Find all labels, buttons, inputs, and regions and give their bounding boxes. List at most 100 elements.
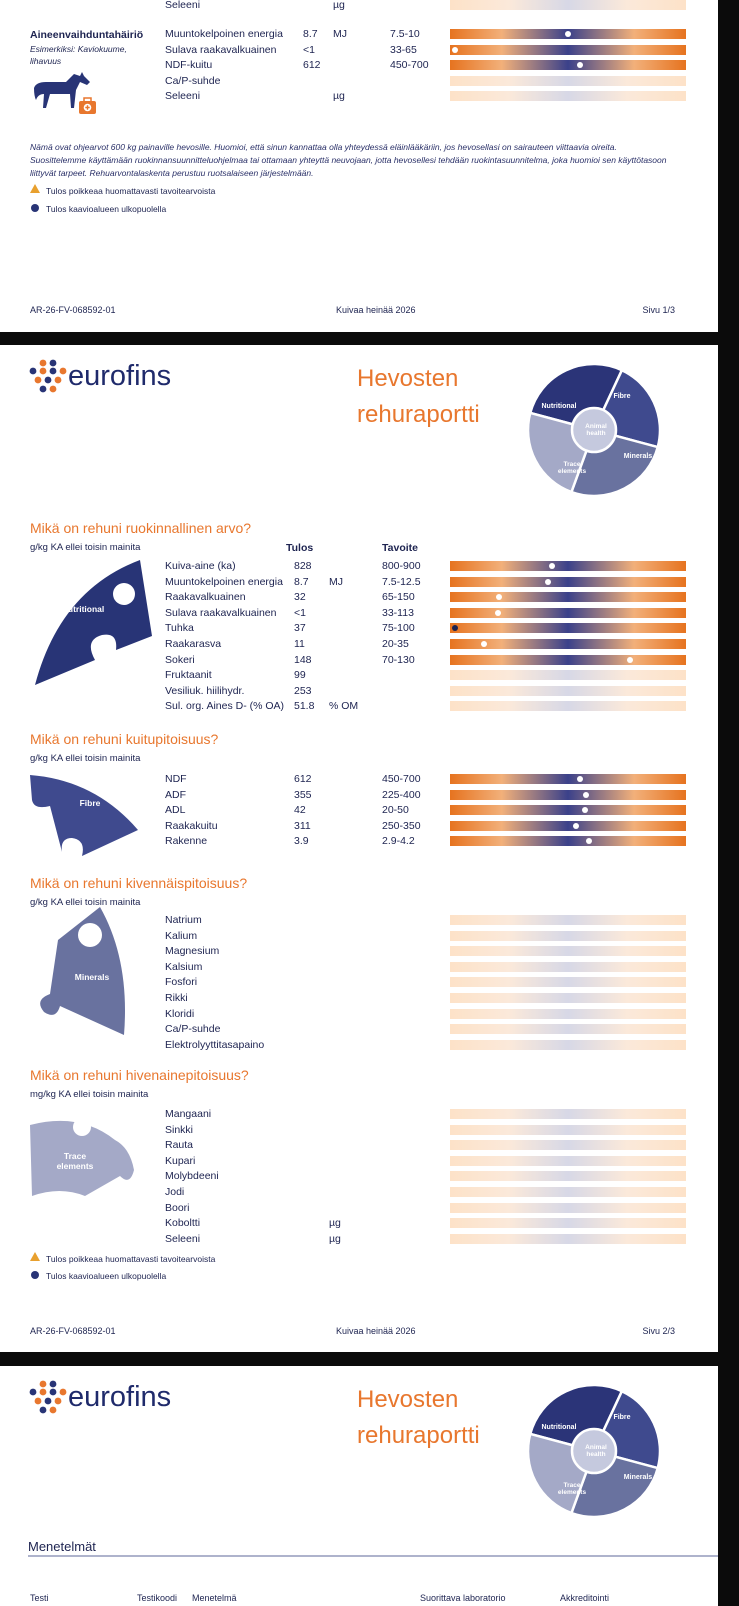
row-target: 2.9-4.2 [382, 835, 415, 848]
row-name: Natrium [165, 914, 202, 926]
range-bar [450, 1109, 686, 1119]
row-result: 612 [294, 773, 312, 785]
row-name: Sokeri [165, 653, 195, 666]
warning-icon [30, 1252, 40, 1261]
wheel-label: Nutritional [542, 403, 577, 410]
wheel-label: elements [558, 468, 587, 475]
row-name: Fosfori [165, 976, 198, 989]
wheel-label: Minerals [624, 1474, 653, 1481]
logo-dot [49, 1406, 57, 1414]
wheel-label: Trace [564, 461, 581, 468]
icon-cutout [73, 1118, 91, 1136]
range-bar [450, 1233, 686, 1244]
section-title: Mikä on rehuni kuitupitoisuus? [30, 731, 219, 747]
range-bar [450, 561, 686, 571]
column-header: Tavoite [382, 542, 418, 554]
section-title: Mikä on rehuni ruokinnallinen arvo? [30, 520, 252, 536]
result-marker [481, 641, 488, 647]
fibre-icon [30, 775, 138, 856]
range-bar [450, 993, 686, 1003]
range-bar [450, 1140, 686, 1151]
row-result: 311 [294, 819, 311, 832]
row-name: Muuntokelpoinen energia [165, 28, 283, 40]
range-bar [450, 670, 686, 681]
row-target: 70-130 [382, 653, 415, 666]
graphics: NutritionalFibreMineralsTraceelementsAni… [28, 72, 718, 1557]
range-bar [450, 1218, 686, 1229]
row-name: Seleeni [165, 0, 201, 11]
row-name: Vesiliuk. hiilihydr. [165, 684, 245, 697]
range-bar [450, 75, 686, 86]
range-bar [450, 915, 686, 925]
range-bar [450, 60, 686, 70]
row-name: Kloridi [165, 1007, 195, 1020]
row-name: Seleeni [165, 1232, 201, 1245]
minerals-icon [40, 907, 125, 1035]
table-header: Suorittava laboratorio [420, 1593, 506, 1603]
footer-sample: Kuivaa heinää 2026 [336, 1326, 416, 1336]
range-bar [450, 1171, 686, 1182]
wheel-label: Fibre [613, 1414, 630, 1421]
logo-dot [54, 376, 62, 384]
row-name: NDF [165, 773, 187, 785]
section-subtitle: g/kg KA ellei toisin mainita [30, 897, 141, 908]
icon-label: Minerals [75, 972, 110, 982]
row-name: Kupari [165, 1154, 196, 1167]
row-result: 3.9 [294, 835, 309, 848]
legend-item: Tulos kaavioalueen ulkopuolella [46, 204, 167, 214]
row-result: 37 [294, 622, 306, 635]
warning-icon [30, 184, 40, 193]
logo-dot [39, 1380, 47, 1388]
result-marker [573, 822, 580, 829]
row-name: Sul. org. Aines D- (% OA) [165, 700, 285, 713]
row-target: 20-50 [382, 804, 409, 817]
wheel-label: Nutritional [542, 1424, 577, 1431]
range-bar [450, 44, 686, 55]
range-bar [450, 0, 686, 10]
logo-dot [29, 367, 37, 375]
page-1 [0, 0, 718, 332]
section-subtitle: g/kg KA ellei toisin mainita [30, 753, 141, 764]
logo-dot [49, 1388, 57, 1396]
note: Nämä ovat ohjearvot 600 kg painaville he… [30, 142, 667, 178]
row-name: Ca/P-suhde [165, 1023, 221, 1036]
row-target: 7.5-12.5 [382, 575, 421, 588]
column-header: Tulos [286, 542, 314, 554]
row-target: 75-100 [382, 622, 415, 635]
outside-icon [31, 1271, 39, 1279]
row-result: 148 [294, 653, 312, 666]
row-name: ADF [165, 788, 186, 801]
row-target: 800-900 [382, 560, 421, 572]
logo-dot [34, 376, 42, 384]
row-name: Rikki [165, 992, 188, 1004]
row-name: ADL [165, 804, 186, 817]
row-name: Ca/P-suhde [165, 74, 221, 87]
trace-icon [30, 1120, 134, 1196]
wheel-label: Animal [585, 1444, 607, 1451]
row-name: Kalsium [165, 960, 203, 973]
section-title: Mikä on rehuni kivennäispitoisuus? [30, 875, 248, 891]
range-bar [450, 623, 686, 634]
range-bar [450, 592, 686, 603]
row-target: 450-700 [382, 773, 421, 785]
range-bar [450, 774, 686, 784]
row-result: 612 [303, 59, 321, 71]
logo-dot [59, 367, 67, 375]
row-name: Muuntokelpoinen energia [165, 575, 283, 588]
legend-item: Tulos kaavioalueen ulkopuolella [46, 1271, 167, 1281]
logo-dot [49, 359, 57, 367]
logo-dot [39, 1388, 47, 1396]
range-bar [450, 701, 686, 712]
logo: eurofins [68, 1381, 172, 1413]
row-result: 355 [294, 788, 312, 801]
range-bar [450, 1008, 686, 1019]
section-subtitle: mg/kg KA ellei toisin mainita [30, 1089, 149, 1100]
icon-label: Trace [64, 1151, 86, 1161]
range-bar [450, 91, 686, 101]
result-marker [585, 838, 592, 845]
range-bar [450, 946, 686, 957]
row-name: Magnesium [165, 945, 220, 958]
result-marker [545, 578, 552, 585]
logo-dot [54, 1397, 62, 1405]
